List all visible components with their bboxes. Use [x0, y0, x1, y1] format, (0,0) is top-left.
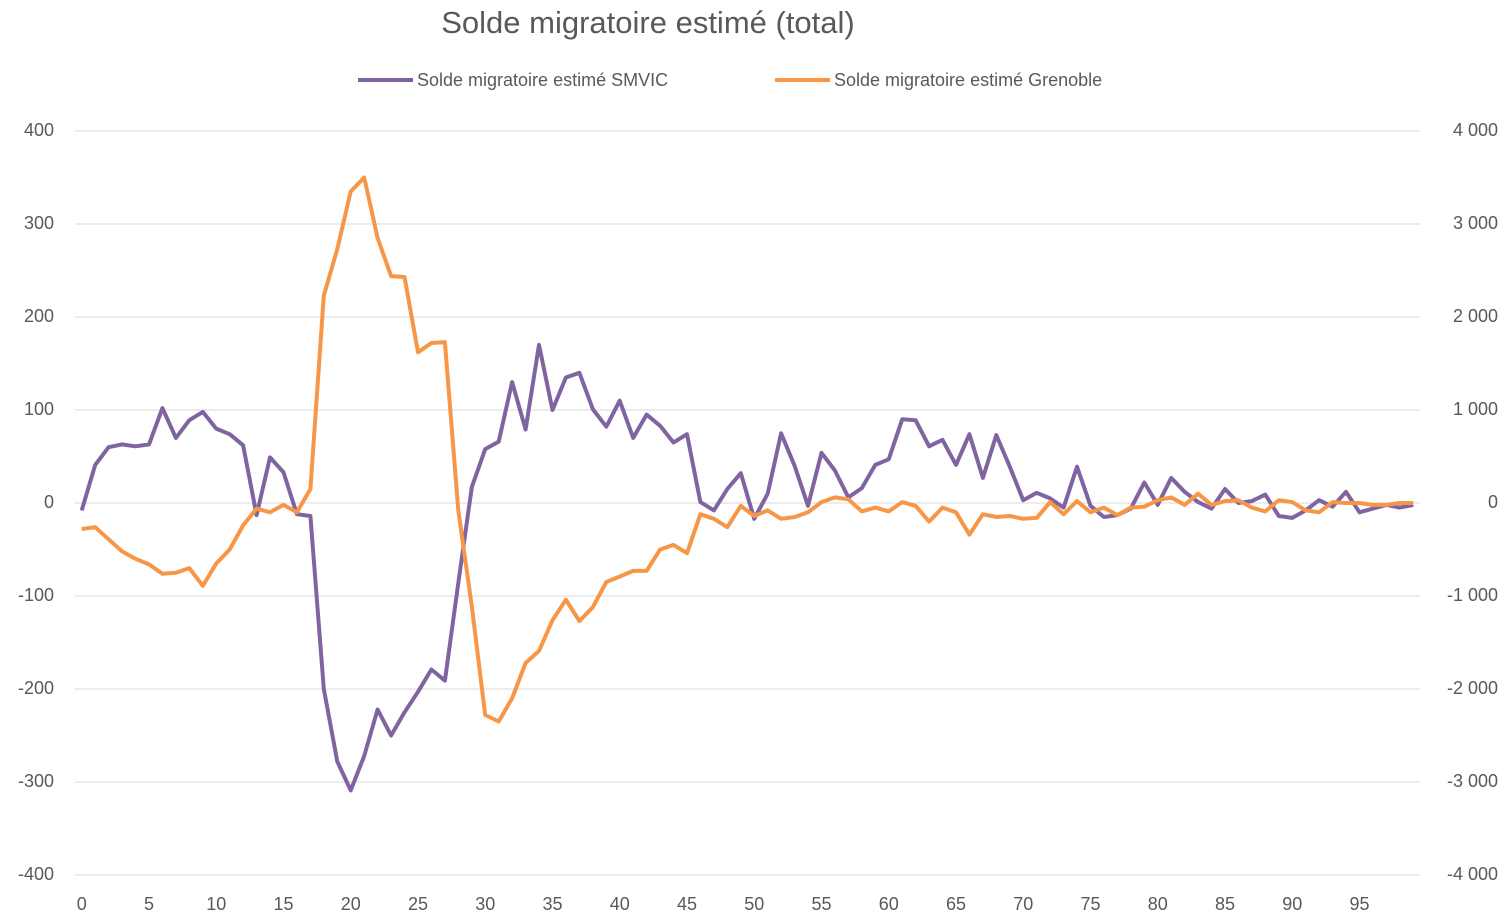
- x-tick-label: 0: [77, 894, 87, 914]
- chart-title: Solde migratoire estimé (total): [441, 5, 855, 40]
- y-tick-label: 100: [24, 399, 54, 419]
- y-tick-label: 0: [44, 492, 54, 512]
- legend-label: Solde migratoire estimé Grenoble: [834, 70, 1102, 90]
- x-tick-label: 65: [946, 894, 966, 914]
- y-tick-label: -100: [18, 585, 54, 605]
- y2-tick-label: -2 000: [1447, 678, 1498, 698]
- x-tick-label: 75: [1080, 894, 1100, 914]
- x-tick-label: 70: [1013, 894, 1033, 914]
- x-tick-label: 20: [341, 894, 361, 914]
- y-tick-label: -400: [18, 864, 54, 884]
- x-tick-label: 60: [879, 894, 899, 914]
- y2-tick-label: 4 000: [1453, 120, 1498, 140]
- x-tick-label: 25: [408, 894, 428, 914]
- series-line: [79, 342, 1414, 793]
- x-tick-label: 5: [144, 894, 154, 914]
- y-tick-label: -300: [18, 771, 54, 791]
- x-tick-label: 10: [206, 894, 226, 914]
- y2-tick-label: -4 000: [1447, 864, 1498, 884]
- y2-tick-label: -1 000: [1447, 585, 1498, 605]
- y2-tick-label: 1 000: [1453, 399, 1498, 419]
- y-tick-label: 400: [24, 120, 54, 140]
- y2-tick-label: -3 000: [1447, 771, 1498, 791]
- x-tick-label: 85: [1215, 894, 1235, 914]
- x-tick-label: 35: [542, 894, 562, 914]
- series-line: [81, 175, 1414, 724]
- x-tick-label: 15: [273, 894, 293, 914]
- x-tick-label: 40: [610, 894, 630, 914]
- legend-label: Solde migratoire estimé SMVIC: [417, 70, 668, 90]
- y2-tick-label: 0: [1488, 492, 1498, 512]
- y-tick-label: -200: [18, 678, 54, 698]
- y2-tick-label: 2 000: [1453, 306, 1498, 326]
- x-tick-label: 95: [1349, 894, 1369, 914]
- x-tick-label: 90: [1282, 894, 1302, 914]
- y-tick-label: 200: [24, 306, 54, 326]
- x-tick-label: 45: [677, 894, 697, 914]
- y-tick-label: 300: [24, 213, 54, 233]
- x-tick-label: 30: [475, 894, 495, 914]
- y2-tick-label: 3 000: [1453, 213, 1498, 233]
- x-tick-label: 55: [811, 894, 831, 914]
- x-tick-label: 80: [1148, 894, 1168, 914]
- x-tick-label: 50: [744, 894, 764, 914]
